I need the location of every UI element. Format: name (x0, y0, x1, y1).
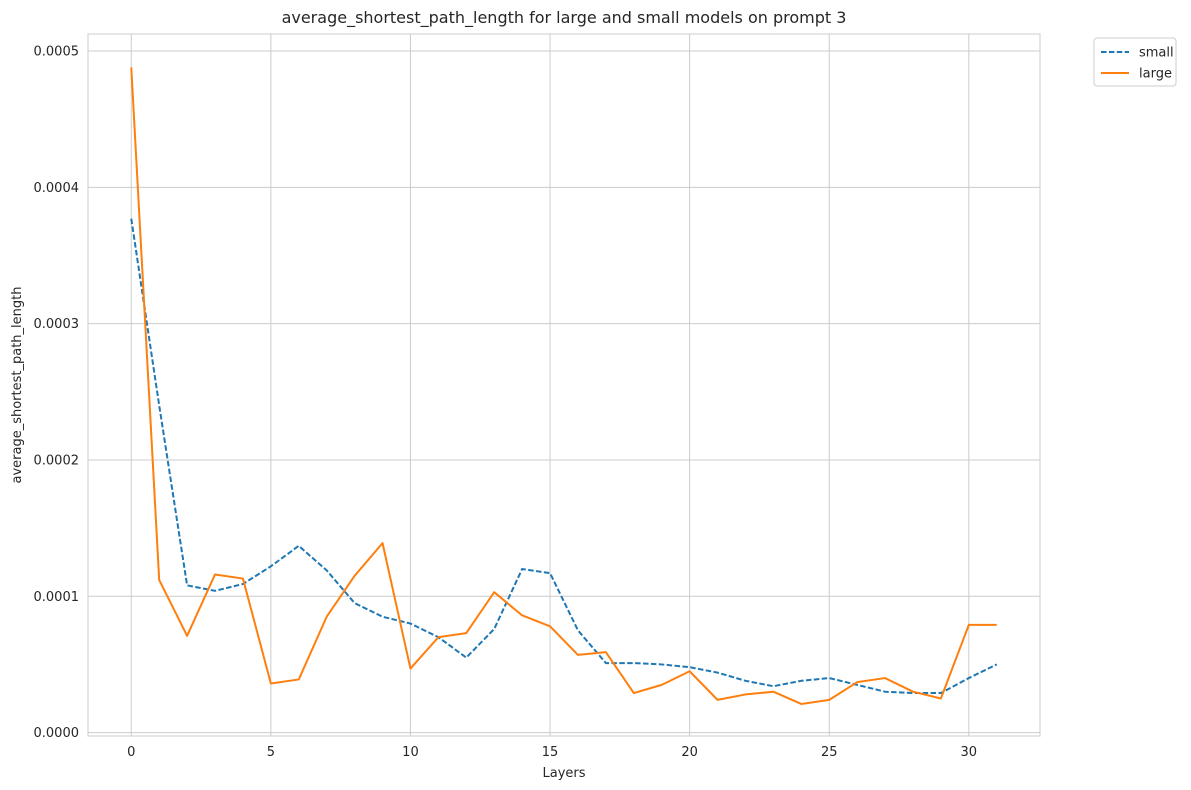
y-tick-label: 0.0001 (34, 590, 80, 605)
y-tick-label: 0.0003 (34, 317, 80, 332)
y-tick-label: 0.0004 (34, 181, 80, 196)
legend-label-large: large (1139, 67, 1172, 82)
x-axis-label: Layers (542, 766, 585, 781)
series-line-small (130, 218, 998, 695)
grid (88, 34, 1040, 736)
y-tick-label: 0.0000 (34, 726, 80, 741)
y-axis-label: average_shortest_path_length (10, 287, 25, 484)
series-layer (130, 67, 998, 705)
y-tick-label: 0.0002 (34, 453, 80, 468)
x-tick-label: 30 (961, 745, 978, 760)
tick-labels: 0 5 10 15 20 25 30 0.0000 0.0001 0.0002 0.0003 0.00… (34, 45, 978, 760)
plot-frame (87, 33, 1041, 737)
chart-title: average_shortest_path_length for large a… (282, 8, 847, 28)
x-tick-label: 15 (542, 745, 559, 760)
x-tick-label: 25 (821, 745, 838, 760)
x-tick-label: 0 (127, 745, 135, 760)
y-tick-label: 0.0005 (34, 45, 80, 60)
x-tick-label: 5 (267, 745, 275, 760)
x-tick-label: 20 (681, 745, 698, 760)
legend-label-small: small (1139, 46, 1174, 61)
legend: small large (1093, 37, 1177, 87)
x-tick-label: 10 (402, 745, 419, 760)
series-line-large (130, 67, 997, 705)
